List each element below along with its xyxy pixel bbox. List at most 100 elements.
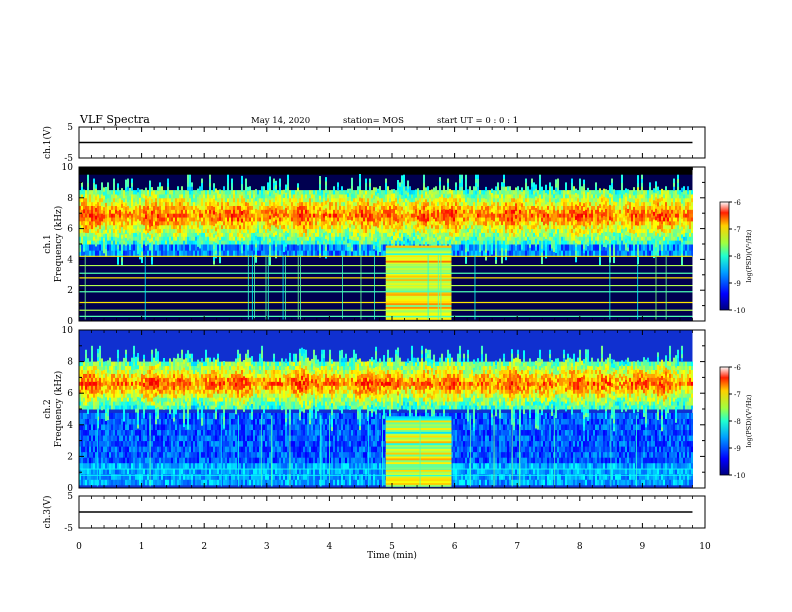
- emission-cell: [383, 213, 385, 218]
- emission-cell: [543, 209, 545, 214]
- emission-cell: [443, 204, 445, 210]
- emission-cell: [453, 209, 455, 214]
- emission-cell: [425, 222, 427, 227]
- emission-cell: [535, 192, 537, 197]
- emission-cell: [369, 232, 371, 237]
- noise-cell: [161, 250, 163, 257]
- emission-cell: [365, 232, 367, 237]
- emission-cell: [503, 240, 505, 245]
- emission-cell: [211, 201, 213, 206]
- emission-cell: [245, 205, 247, 210]
- emission-cell: [97, 193, 99, 199]
- emission-cell: [395, 236, 397, 241]
- emission-cell: [149, 234, 151, 239]
- emission-cell: [499, 190, 501, 195]
- noise-cell: [115, 250, 117, 257]
- emission-cell: [203, 224, 205, 230]
- emission-cell: [127, 178, 129, 183]
- emission-cell: [331, 197, 333, 203]
- emission-cell: [447, 197, 449, 203]
- emission-cell: [619, 190, 621, 195]
- emission-cell: [301, 232, 303, 237]
- emission-cell: [189, 232, 191, 237]
- emission-cell: [175, 224, 177, 230]
- emission-cell: [385, 220, 387, 226]
- emission-cell: [309, 197, 311, 203]
- emission-cell: [121, 195, 123, 201]
- emission-cell: [123, 220, 125, 226]
- emission-cell: [549, 213, 551, 218]
- emission-cell: [171, 190, 173, 195]
- emission-cell: [97, 217, 99, 222]
- emission-cell: [163, 209, 165, 214]
- emission-cell: [495, 232, 497, 237]
- emission-cell: [595, 201, 597, 206]
- noise-cell: [253, 250, 255, 257]
- emission-cell: [187, 186, 189, 191]
- emission-cell: [137, 199, 139, 204]
- emission-cell: [483, 224, 485, 230]
- emission-cell: [333, 236, 335, 241]
- emission-cell: [501, 209, 503, 214]
- emission-cell: [549, 209, 551, 214]
- emission-cell: [147, 220, 149, 226]
- emission-cell: [449, 223, 451, 229]
- emission-cell: [95, 211, 97, 216]
- emission-cell: [569, 240, 571, 245]
- emission-cell: [453, 228, 455, 233]
- emission-cell: [213, 233, 215, 238]
- noise-cell: [195, 244, 197, 251]
- emission-cell: [597, 205, 599, 210]
- emission-cell: [485, 256, 487, 261]
- emission-cell: [589, 190, 591, 195]
- emission-cell: [561, 240, 563, 245]
- emission-cell: [599, 257, 601, 262]
- emission-cell: [285, 230, 287, 236]
- noise-cell: [185, 250, 187, 257]
- emission-cell: [247, 233, 249, 238]
- emission-cell: [201, 209, 203, 214]
- emission-cell: [621, 193, 623, 199]
- emission-cell: [407, 195, 409, 201]
- emission-cell: [387, 205, 389, 210]
- emission-cell: [337, 220, 339, 226]
- emission-cell: [471, 193, 473, 199]
- emission-cell: [323, 190, 325, 195]
- emission-cell: [587, 241, 589, 247]
- emission-cell: [179, 236, 181, 241]
- emission-cell: [151, 194, 153, 200]
- emission-cell: [87, 182, 89, 187]
- emission-cell: [205, 220, 207, 226]
- noise-cell: [251, 250, 253, 257]
- noise-cell: [111, 244, 113, 251]
- emission-cell: [593, 190, 595, 195]
- emission-cell: [163, 193, 165, 199]
- emission-cell: [409, 213, 411, 218]
- emission-cell: [109, 240, 111, 245]
- emission-cell: [463, 209, 465, 214]
- emission-cell: [605, 189, 607, 194]
- emission-cell: [221, 224, 223, 230]
- noise-cell: [229, 250, 231, 257]
- emission-cell: [549, 217, 551, 222]
- emission-cell: [561, 236, 563, 241]
- emission-cell: [331, 190, 333, 195]
- emission-cell: [611, 213, 613, 218]
- emission-cell: [609, 192, 611, 198]
- noise-cell: [597, 244, 599, 251]
- emission-cell: [253, 228, 255, 233]
- emission-cell: [481, 232, 483, 237]
- emission-cell: [133, 240, 135, 245]
- emission-cell: [625, 215, 627, 220]
- emission-cell: [533, 213, 535, 218]
- noise-cell: [91, 244, 93, 251]
- noise-cell: [293, 244, 295, 251]
- emission-cell: [347, 215, 349, 221]
- noise-cell: [217, 244, 219, 251]
- emission-cell: [209, 197, 211, 203]
- emission-cell: [459, 182, 461, 187]
- emission-cell: [255, 235, 257, 240]
- noise-cell: [303, 250, 305, 257]
- emission-cell: [157, 229, 159, 234]
- emission-cell: [227, 213, 229, 218]
